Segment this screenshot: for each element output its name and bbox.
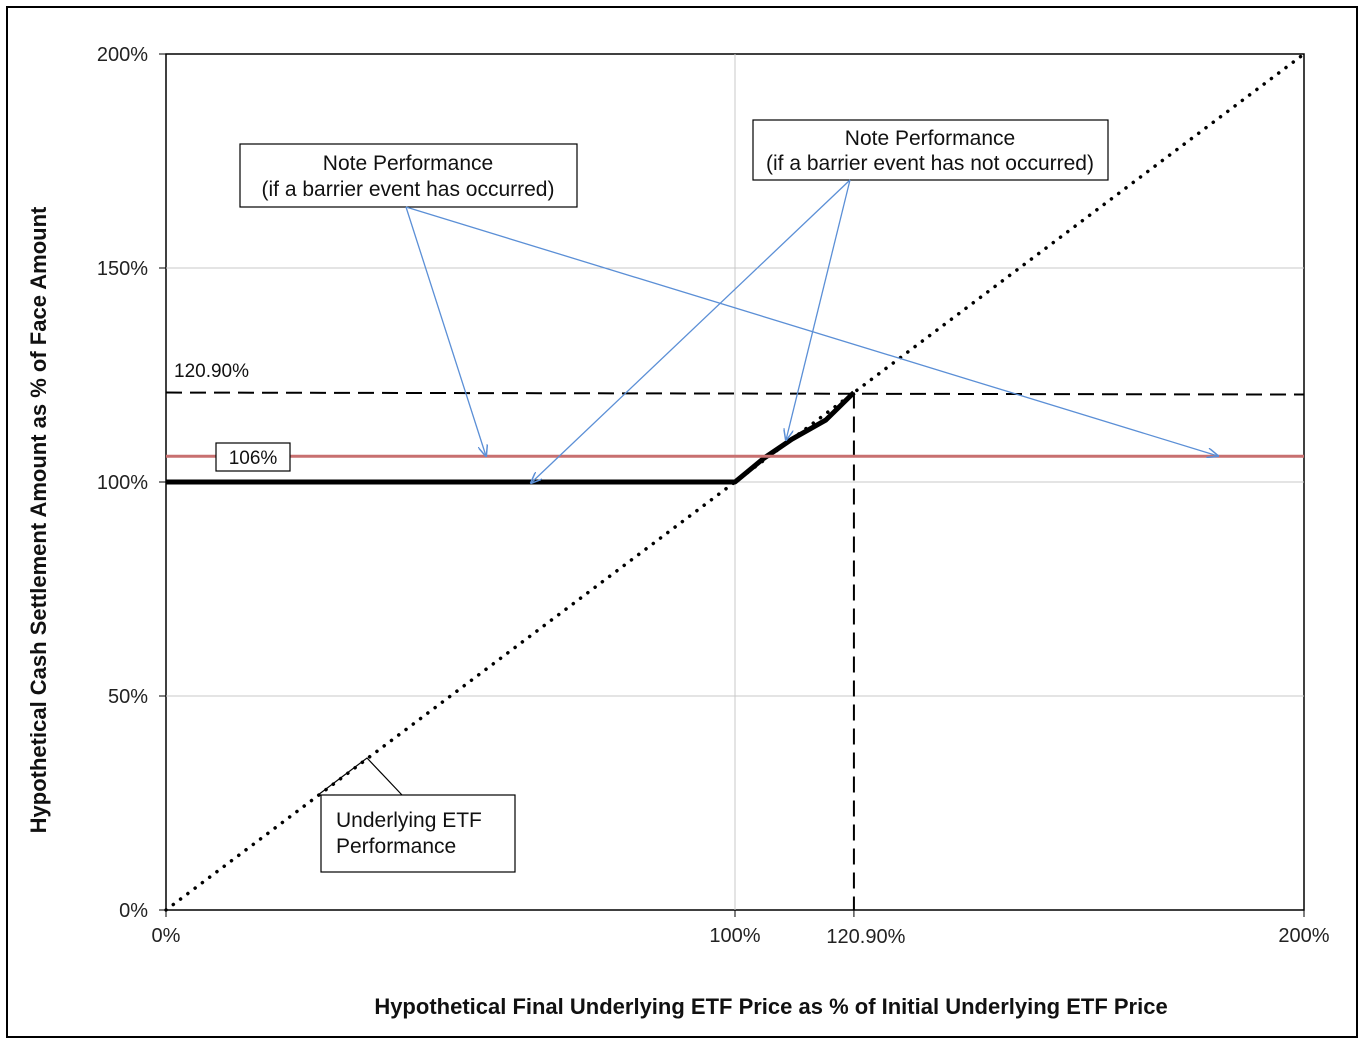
reference-lines <box>165 391 1305 910</box>
chart-frame <box>6 6 1358 1038</box>
series-lines <box>164 52 1306 912</box>
x-tick-label: 120.90% <box>826 926 905 948</box>
series-line-1 <box>166 390 856 485</box>
x-tick-label: 0% <box>152 925 181 947</box>
callout-barrier-occurred-line2: (if a barrier event has occurred) <box>262 178 555 201</box>
callout-arrows <box>405 179 1218 483</box>
callout-barrier-not-occurred <box>752 119 1109 181</box>
level-106-label: 106% <box>229 448 278 469</box>
arrow-barrier-occurred-right <box>405 206 1218 456</box>
x-axis-ticks: 0% 100% 120.90% 200% <box>152 910 1330 948</box>
callout-underlying-line2: Performance <box>336 835 456 858</box>
y-tick-label: 200% <box>97 44 148 66</box>
arrow-barrier-occurred-left <box>405 206 486 456</box>
y-axis-title: Hypothetical Cash Settlement Amount as %… <box>26 206 51 833</box>
x-tick-label: 100% <box>709 925 760 947</box>
x-axis-title: Hypothetical Final Underlying ETF Price … <box>374 994 1167 1019</box>
callout-barrier-not-occurred-line2: (if a barrier event has not occurred) <box>766 152 1094 175</box>
callout-underlying-pointer <box>317 757 403 796</box>
y-tick-label: 50% <box>108 686 148 708</box>
arrow-barrier-not-occurred-right <box>786 179 851 440</box>
callout-barrier-not-occurred-line1: Note Performance <box>845 127 1015 150</box>
level-120-label: 120.90% <box>174 361 249 382</box>
y-tick-label: 150% <box>97 258 148 280</box>
level-106-box <box>215 442 291 472</box>
x-tick-label: 200% <box>1278 925 1329 947</box>
callout-underlying <box>320 794 516 873</box>
series-line-0 <box>164 52 1306 912</box>
callout-barrier-occurred-line1: Note Performance <box>323 152 493 175</box>
callout-underlying-line1: Underlying ETF <box>336 809 482 832</box>
y-axis-ticks: 0% 50% 100% 150% 200% <box>97 44 166 922</box>
reference-line-horizontal <box>165 391 1305 396</box>
y-tick-label: 100% <box>97 472 148 494</box>
callout-barrier-occurred <box>239 143 578 208</box>
arrow-barrier-not-occurred-left <box>531 179 851 483</box>
y-tick-label: 0% <box>119 900 148 922</box>
